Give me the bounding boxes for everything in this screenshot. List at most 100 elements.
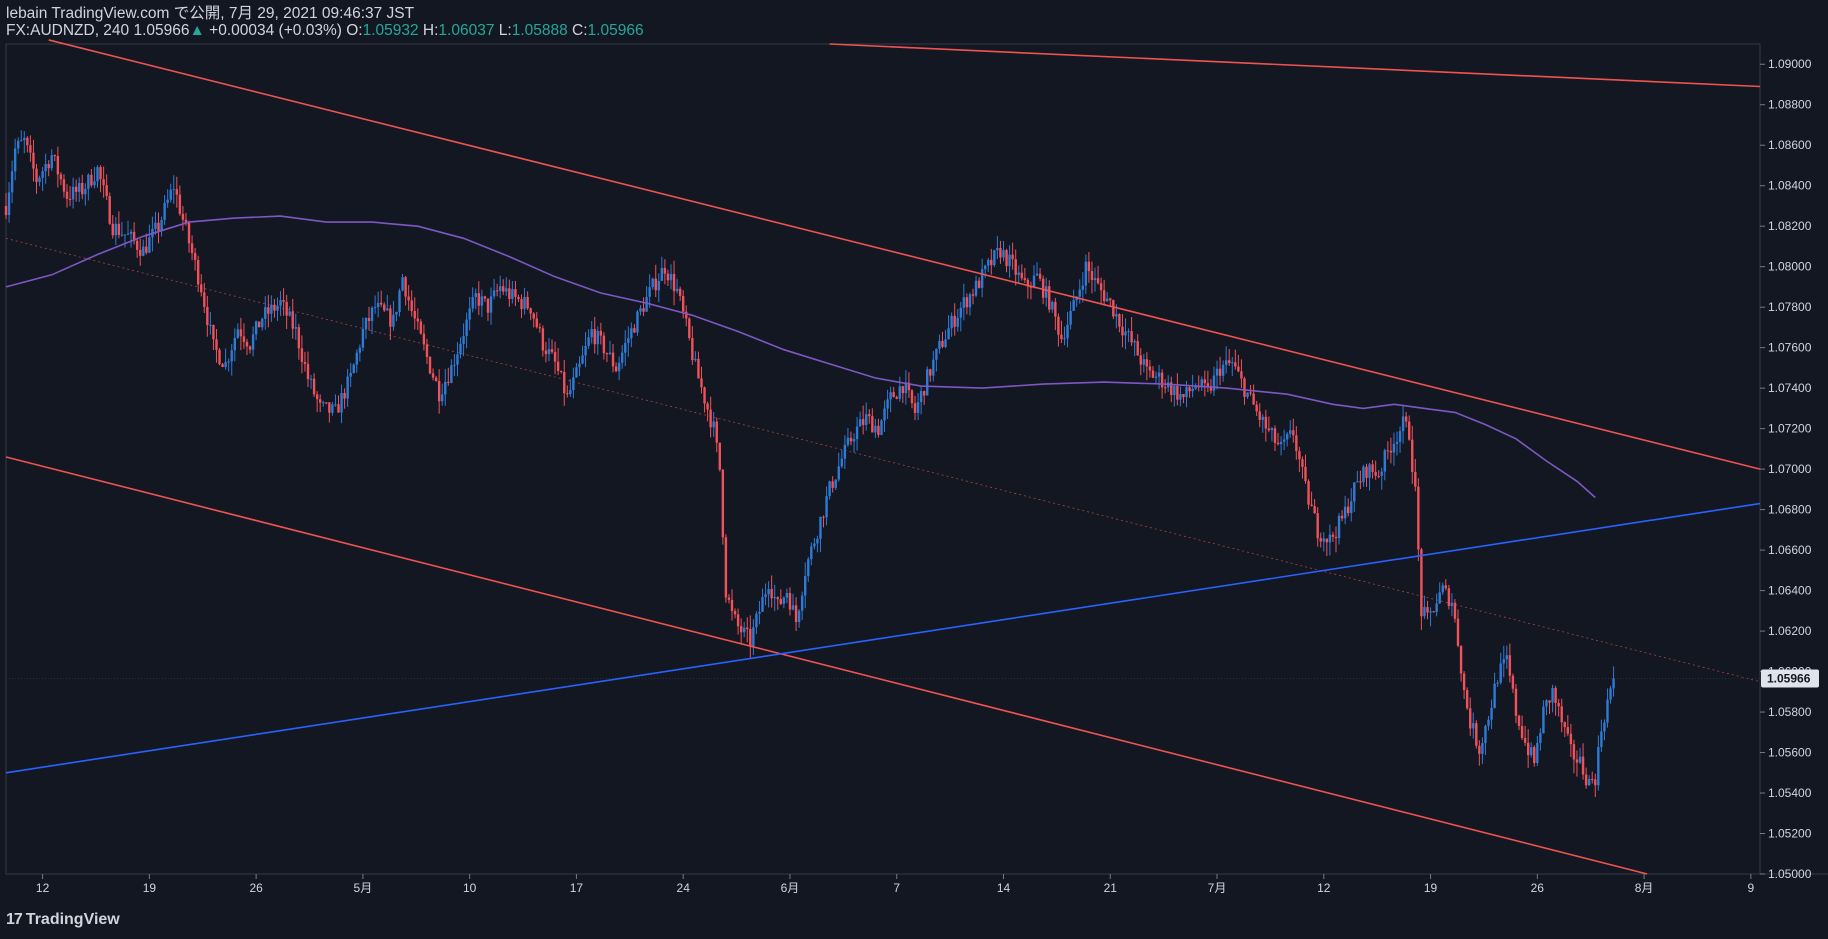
candle-body <box>148 237 151 253</box>
time-tick-label: 24 <box>677 881 691 895</box>
candle-body <box>334 404 337 406</box>
candle-body <box>303 361 307 364</box>
candle-body <box>880 420 883 435</box>
candle-body <box>1536 742 1539 764</box>
candle-body <box>489 296 493 313</box>
candle-body <box>1404 416 1408 422</box>
candle-body <box>169 189 172 200</box>
candle-body <box>1423 607 1426 617</box>
candle-body <box>1575 759 1579 763</box>
candle-body <box>1337 515 1341 539</box>
candle-body <box>922 391 926 396</box>
candle-body <box>1353 482 1356 502</box>
candle-body <box>1475 723 1478 746</box>
candle-body <box>1343 506 1347 519</box>
candle-body <box>242 336 246 342</box>
candle-body <box>996 247 999 251</box>
candle-body <box>1237 366 1240 372</box>
candle-body <box>987 259 990 266</box>
candle-body <box>617 362 621 372</box>
candle-body <box>874 425 877 433</box>
candle-body <box>770 588 773 599</box>
candle-body <box>1554 688 1557 703</box>
candle-body <box>675 288 679 292</box>
candle-body <box>611 352 615 367</box>
candle-body <box>819 516 822 539</box>
candle-body <box>1298 451 1301 460</box>
close-label: C: <box>572 22 588 39</box>
candle-body <box>758 611 761 614</box>
candle-body <box>1102 290 1106 302</box>
candle-body <box>709 409 712 428</box>
candle-body <box>724 537 728 598</box>
candle-body <box>1093 278 1097 281</box>
candle-body <box>142 246 145 256</box>
candle-body <box>1560 706 1563 723</box>
candle-body <box>1447 588 1451 606</box>
candle-body <box>1499 663 1502 683</box>
candle-body <box>47 164 50 169</box>
candle-body <box>502 286 505 292</box>
candle-body <box>431 373 435 378</box>
candle-body <box>1087 261 1091 272</box>
candle-body <box>563 372 566 394</box>
price-tick-label: 1.05000 <box>1768 867 1812 881</box>
candle-body <box>181 213 185 220</box>
candle-body <box>1548 700 1551 703</box>
candle-body <box>865 414 868 425</box>
candle-body <box>593 329 596 345</box>
candle-body <box>1380 471 1383 476</box>
candle-body <box>1493 683 1496 708</box>
candle-body <box>1389 450 1393 453</box>
candle-body <box>1118 314 1121 327</box>
candle-body <box>1356 481 1359 483</box>
low-label: L: <box>498 22 512 39</box>
candle-body <box>218 349 221 365</box>
candle-body <box>1566 727 1570 734</box>
candle-body <box>349 372 352 377</box>
time-axis[interactable]: 12 19 26 5月 10 17 24 6月 7 14 21 7月 12 19 26 8月 9 <box>36 874 1755 895</box>
candle-body <box>1282 439 1286 442</box>
price-axis[interactable]: 1.09000 1.08800 1.08600 1.08400 1.08200 1.080… <box>1760 57 1812 881</box>
candle-body <box>267 307 270 314</box>
candle-body <box>361 329 365 348</box>
candle-body <box>861 419 865 425</box>
lower-channel-line <box>5 456 1648 875</box>
candle-body <box>1526 742 1530 756</box>
candle-body <box>575 367 578 378</box>
candle-body <box>1377 475 1380 477</box>
candle-body <box>404 277 407 297</box>
time-tick-label: 14 <box>997 881 1011 895</box>
candle-body <box>822 516 825 518</box>
price-chart[interactable]: 1.09000 1.08800 1.08600 1.08400 1.08200 1.080… <box>0 0 1828 910</box>
candle-body <box>1096 278 1100 284</box>
candle-body <box>1215 368 1219 376</box>
candle-body <box>59 174 63 180</box>
candle-body <box>849 437 853 442</box>
candle-body <box>456 354 459 365</box>
candle-body <box>1472 723 1475 729</box>
candle-body <box>215 339 218 350</box>
candle-body <box>672 273 676 292</box>
candle-body <box>1398 431 1402 442</box>
candle-body <box>236 329 240 338</box>
candle-body <box>1435 603 1438 612</box>
candle-body <box>1578 756 1582 763</box>
candle-body <box>788 592 792 610</box>
candle-body <box>1090 271 1094 281</box>
time-tick-label: 9 <box>1748 881 1755 895</box>
time-tick-label: 6月 <box>781 881 800 895</box>
time-tick-label: 7月 <box>1208 881 1227 895</box>
candle-body <box>200 284 203 293</box>
candle-body <box>633 328 636 333</box>
candle-body <box>868 414 871 417</box>
candle-body <box>1325 538 1329 543</box>
candle-body <box>746 627 749 630</box>
candle-body <box>65 191 69 199</box>
change-value: +0.00034 (+0.03%) <box>209 22 342 39</box>
candle-body <box>462 335 465 344</box>
time-tick-label: 12 <box>36 881 50 895</box>
candle-body <box>96 167 99 182</box>
time-tick-label: 26 <box>1531 881 1545 895</box>
tradingview-logo[interactable]: 17 TradingView <box>6 911 120 929</box>
